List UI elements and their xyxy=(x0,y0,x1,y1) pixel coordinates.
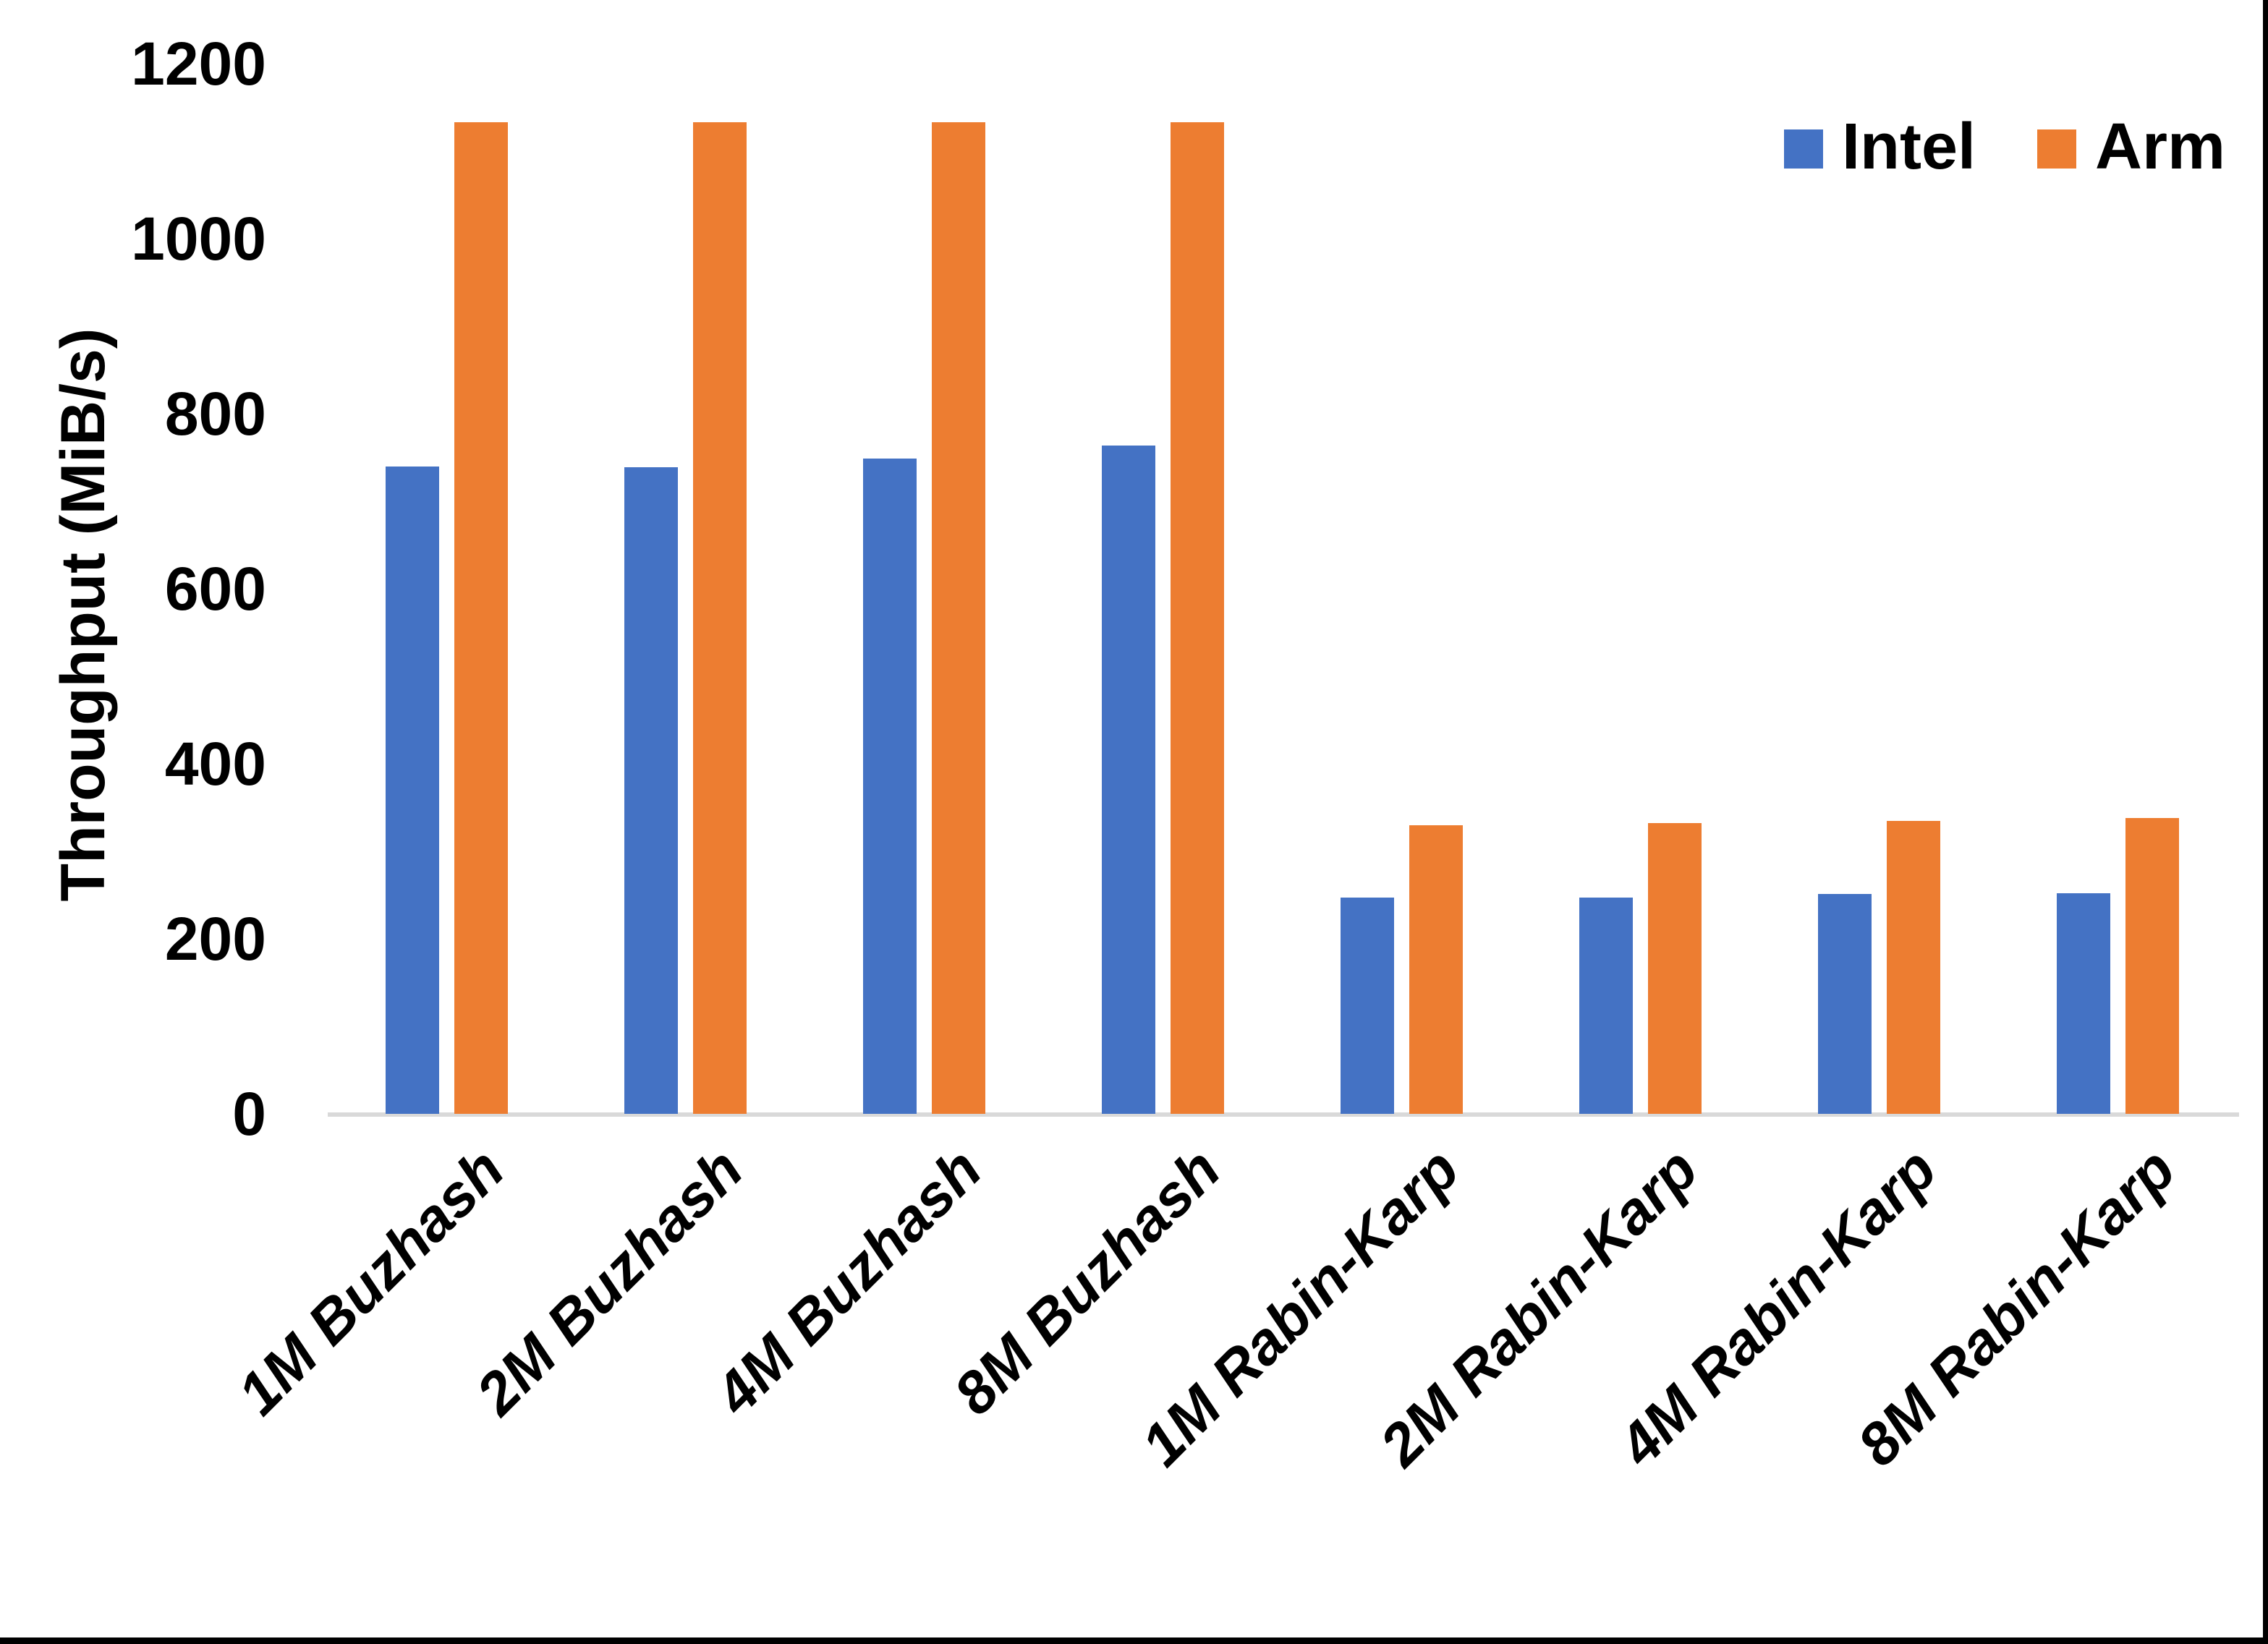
legend-item-arm: Arm xyxy=(2037,114,2225,179)
bar-arm-6 xyxy=(1648,823,1702,1114)
legend-item-intel: Intel xyxy=(1784,114,1976,179)
x-category-label: 4M Rabin-Karp xyxy=(1606,1136,1950,1479)
y-tick-label: 0 xyxy=(232,1080,266,1148)
legend-label-arm: Arm xyxy=(2095,111,2226,183)
bar-arm-3 xyxy=(932,122,985,1114)
x-category-label: 2M Rabin-Karp xyxy=(1367,1136,1711,1479)
screenshot-right-border xyxy=(2263,0,2268,1644)
y-tick-label: 400 xyxy=(164,730,266,798)
bar-arm-8 xyxy=(2125,818,2179,1114)
x-axis-line xyxy=(328,1112,2239,1117)
screenshot-bottom-border xyxy=(0,1637,2268,1644)
intel-series-swatch-icon xyxy=(1784,129,1823,169)
y-tick-label: 200 xyxy=(164,905,266,973)
x-category-label: 1M Rabin-Karp xyxy=(1129,1136,1472,1479)
bar-intel-3 xyxy=(863,458,917,1114)
y-tick-label: 600 xyxy=(164,555,266,623)
bar-arm-5 xyxy=(1409,825,1463,1114)
bar-intel-6 xyxy=(1579,898,1633,1114)
x-category-label: 4M Buzhash xyxy=(702,1136,995,1428)
bar-intel-2 xyxy=(624,467,678,1114)
bar-arm-4 xyxy=(1171,122,1224,1114)
bar-arm-1 xyxy=(454,122,508,1114)
y-tick-label: 1000 xyxy=(131,205,266,273)
x-category-label: 2M Buzhash xyxy=(464,1136,756,1428)
arm-series-swatch-icon xyxy=(2037,129,2077,169)
y-tick-label: 1200 xyxy=(131,30,266,98)
legend: Intel Arm xyxy=(1784,114,2225,179)
bar-intel-4 xyxy=(1102,445,1155,1114)
y-tick-label: 800 xyxy=(164,380,266,448)
bar-intel-8 xyxy=(2057,893,2110,1114)
bar-arm-7 xyxy=(1887,820,1940,1114)
bar-intel-1 xyxy=(386,466,439,1114)
bar-intel-7 xyxy=(1818,894,1872,1114)
x-category-label: 1M Buzhash xyxy=(225,1136,517,1428)
legend-label-intel: Intel xyxy=(1842,111,1976,183)
x-category-label: 8M Rabin-Karp xyxy=(1845,1136,2188,1479)
bar-arm-2 xyxy=(693,122,747,1114)
bar-intel-5 xyxy=(1341,898,1394,1114)
x-category-label: 8M Buzhash xyxy=(941,1136,1233,1428)
